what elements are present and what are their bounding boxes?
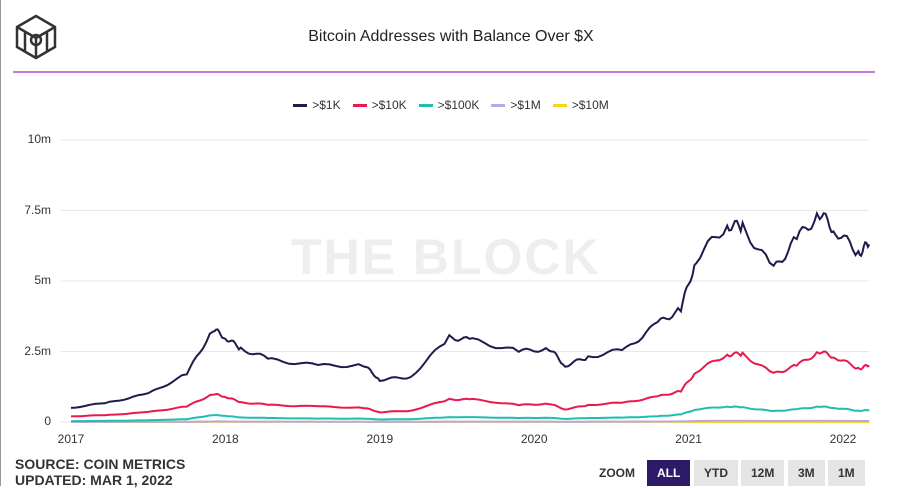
- y-tick-label: 2.5m: [11, 344, 51, 358]
- x-tick-label: 2017: [46, 432, 96, 446]
- zoom-button-12m[interactable]: 12M: [741, 460, 784, 486]
- series-line-1K: [71, 213, 869, 408]
- zoom-button-1m[interactable]: 1M: [828, 460, 865, 486]
- y-tick-label: 7.5m: [11, 203, 51, 217]
- y-tick-label: 5m: [11, 273, 51, 287]
- zoom-button-3m[interactable]: 3M: [788, 460, 825, 486]
- zoom-button-all[interactable]: ALL: [647, 460, 690, 486]
- x-tick-label: 2020: [509, 432, 559, 446]
- series-line-10K: [71, 352, 869, 417]
- zoom-label: ZOOM: [599, 466, 635, 480]
- source-label: SOURCE: COIN METRICS: [15, 456, 185, 472]
- x-tick-label: 2018: [200, 432, 250, 446]
- series-line-1M: [71, 421, 869, 422]
- series-line-100K: [71, 407, 869, 422]
- x-tick-label: 2019: [355, 432, 405, 446]
- x-tick-label: 2022: [818, 432, 868, 446]
- zoom-button-ytd[interactable]: YTD: [694, 460, 738, 486]
- y-tick-label: 10m: [11, 132, 51, 146]
- y-tick-label: 0: [11, 414, 51, 428]
- x-tick-label: 2021: [664, 432, 714, 446]
